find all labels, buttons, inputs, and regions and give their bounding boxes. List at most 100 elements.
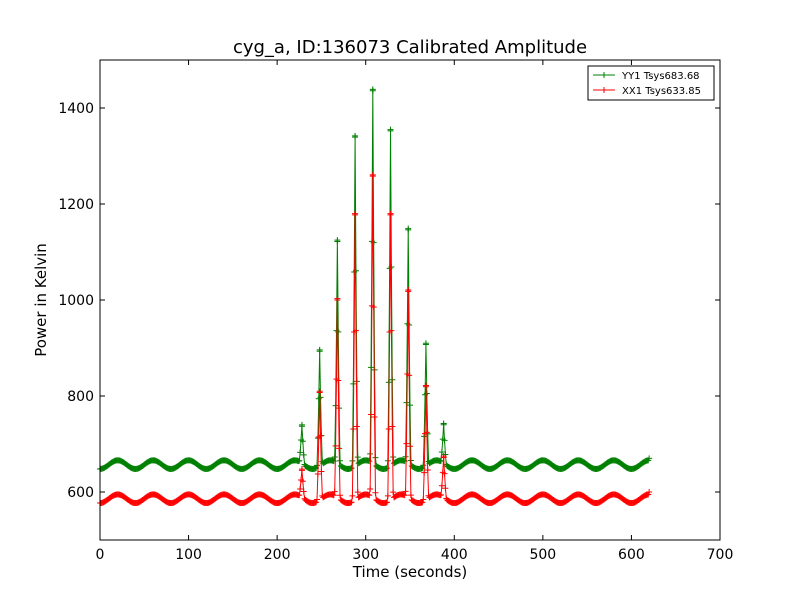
data-point-marker bbox=[403, 440, 410, 447]
data-point-marker bbox=[297, 486, 304, 493]
data-point-marker bbox=[390, 489, 397, 496]
data-point-marker bbox=[332, 442, 339, 449]
data-point-marker bbox=[298, 467, 305, 474]
data-point-marker bbox=[300, 488, 307, 495]
series-1 bbox=[97, 171, 653, 507]
data-point-marker bbox=[423, 390, 430, 397]
x-tick-label: 400 bbox=[441, 547, 468, 563]
data-point-marker bbox=[300, 451, 307, 458]
data-point-marker bbox=[314, 496, 320, 503]
data-point-marker bbox=[352, 132, 359, 139]
legend-label: XX1 Tsys633.85 bbox=[622, 86, 701, 97]
data-point-marker bbox=[330, 458, 337, 465]
chart-title: cyg_a, ID:136073 Calibrated Amplitude bbox=[233, 37, 587, 58]
plot-series-group bbox=[97, 86, 653, 507]
data-point-marker bbox=[316, 388, 323, 395]
data-point-marker bbox=[383, 465, 390, 472]
data-point-marker bbox=[317, 432, 324, 439]
data-point-marker bbox=[372, 489, 379, 496]
y-axis: 600 800 1000 1200 1400 bbox=[58, 101, 720, 501]
data-point-marker bbox=[401, 492, 408, 499]
y-tick-label: 800 bbox=[67, 389, 94, 405]
legend-marker bbox=[601, 72, 607, 78]
y-axis-label: Power in Kelvin bbox=[32, 243, 50, 357]
data-point-marker bbox=[369, 173, 376, 180]
legend-box bbox=[587, 65, 715, 101]
data-point-marker bbox=[317, 394, 324, 401]
y-tick-label: 600 bbox=[67, 485, 94, 501]
data-point-marker bbox=[402, 453, 409, 460]
x-tick-label: 500 bbox=[529, 547, 556, 563]
data-point-marker bbox=[389, 423, 396, 430]
data-point-marker bbox=[420, 496, 427, 503]
data-point-marker bbox=[407, 492, 414, 499]
data-point-marker bbox=[298, 423, 305, 430]
data-point-marker bbox=[334, 238, 341, 245]
data-point-marker bbox=[299, 478, 306, 485]
data-point-marker bbox=[646, 489, 653, 495]
data-point-marker bbox=[337, 457, 344, 464]
x-tick-label: 100 bbox=[175, 547, 202, 563]
data-point-marker bbox=[314, 471, 321, 478]
data-point-marker bbox=[402, 488, 409, 495]
data-point-marker bbox=[349, 492, 356, 499]
data-point-marker bbox=[335, 377, 342, 384]
data-point-marker bbox=[388, 327, 395, 334]
data-point-marker bbox=[441, 470, 448, 477]
data-point-marker bbox=[401, 458, 408, 465]
legend: YY1 Tsys683.68 XX1 Tsys633.85 bbox=[587, 65, 715, 101]
data-point-marker bbox=[385, 426, 392, 433]
data-point-marker bbox=[438, 449, 445, 456]
x-tick-label: 200 bbox=[264, 547, 291, 563]
data-point-marker bbox=[348, 465, 355, 472]
series-0 bbox=[97, 86, 653, 472]
data-point-marker bbox=[314, 462, 320, 469]
data-point-marker bbox=[422, 382, 429, 389]
y-tick-label: 1000 bbox=[58, 293, 94, 309]
data-point-marker bbox=[440, 421, 447, 428]
data-point-marker bbox=[318, 468, 325, 475]
data-point-marker bbox=[368, 411, 375, 418]
data-point-marker bbox=[366, 492, 373, 499]
data-point-marker bbox=[421, 469, 428, 476]
data-point-marker bbox=[299, 438, 306, 445]
data-point-marker bbox=[424, 467, 431, 474]
data-point-marker bbox=[406, 322, 413, 329]
data-point-marker bbox=[354, 489, 361, 496]
x-tick-label: 0 bbox=[96, 547, 105, 563]
data-point-marker bbox=[367, 486, 374, 493]
data-point-marker bbox=[352, 327, 359, 334]
data-point-marker bbox=[442, 485, 449, 492]
data-point-marker bbox=[350, 426, 357, 433]
x-tick-label: 700 bbox=[707, 547, 734, 563]
y-tick-label: 1400 bbox=[58, 101, 94, 117]
data-point-marker bbox=[336, 445, 343, 452]
data-point-marker bbox=[297, 449, 304, 456]
data-point-marker bbox=[384, 492, 391, 499]
x-tick-label: 300 bbox=[352, 547, 379, 563]
data-point-marker bbox=[371, 414, 378, 421]
data-point-marker bbox=[422, 340, 429, 347]
data-point-marker bbox=[348, 499, 355, 506]
data-point-marker bbox=[438, 491, 444, 498]
data-point-marker bbox=[331, 488, 338, 495]
data-point-marker bbox=[332, 402, 339, 409]
data-point-marker bbox=[406, 372, 413, 379]
data-point-marker bbox=[369, 87, 376, 94]
data-point-marker bbox=[330, 492, 337, 499]
data-point-marker bbox=[331, 453, 338, 460]
data-point-marker bbox=[383, 499, 390, 506]
data-point-marker bbox=[419, 499, 426, 506]
data-point-marker bbox=[370, 304, 377, 311]
data-point-marker bbox=[423, 429, 430, 436]
x-axis-label: Time (seconds) bbox=[352, 563, 468, 581]
data-point-marker bbox=[441, 437, 448, 444]
data-point-marker bbox=[387, 126, 394, 133]
data-point-marker bbox=[407, 443, 413, 450]
data-point-marker bbox=[420, 462, 427, 469]
legend-marker bbox=[601, 87, 607, 93]
y-tick-label: 1200 bbox=[58, 197, 94, 213]
data-point-marker bbox=[387, 210, 394, 217]
data-point-marker bbox=[366, 458, 373, 465]
